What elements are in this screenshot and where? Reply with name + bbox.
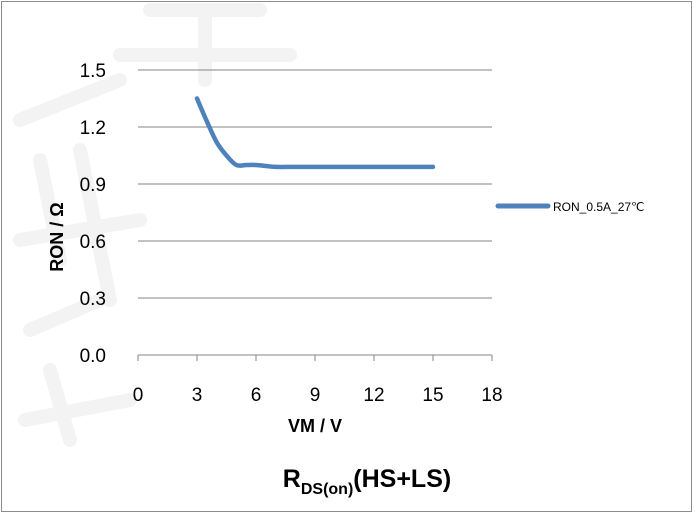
legend-label: RON_0.5A_27℃ [553,200,645,214]
x-tick-label: 12 [363,385,384,406]
y-tick-label: 0.0 [80,346,106,367]
x-tick-label: 0 [133,385,144,406]
series-line [194,96,436,170]
y-tick-label: 1.2 [80,118,106,139]
x-tick-label: 9 [310,385,321,406]
y-tick-label: 0.6 [80,232,106,253]
y-tick-label: 1.5 [80,61,106,82]
axes [137,354,493,361]
y-tick-label: 0.9 [80,175,106,196]
x-axis-title: VM / V [288,416,342,436]
x-tick-label: 15 [422,385,443,406]
legend: RON_0.5A_27℃ [495,200,645,214]
x-tick-label: 18 [481,385,502,406]
series-lines [194,96,436,170]
y-axis-title: RON / Ω [47,202,67,271]
gridlines [138,69,492,299]
chart-title-subscript: DS(on) [301,481,353,498]
x-tick-label: 6 [251,385,262,406]
y-tick-labels: 0.0 0.3 0.6 0.9 1.2 1.5 [80,61,106,367]
x-tick-labels: 0 3 6 9 12 15 18 [133,385,503,406]
chart-title: RDS(on)(HS+LS) [283,465,451,498]
chart-title-prefix: R [283,465,301,493]
y-tick-label: 0.3 [80,289,106,310]
x-tick-label: 3 [192,385,203,406]
chart-title-suffix: (HS+LS) [353,465,451,493]
